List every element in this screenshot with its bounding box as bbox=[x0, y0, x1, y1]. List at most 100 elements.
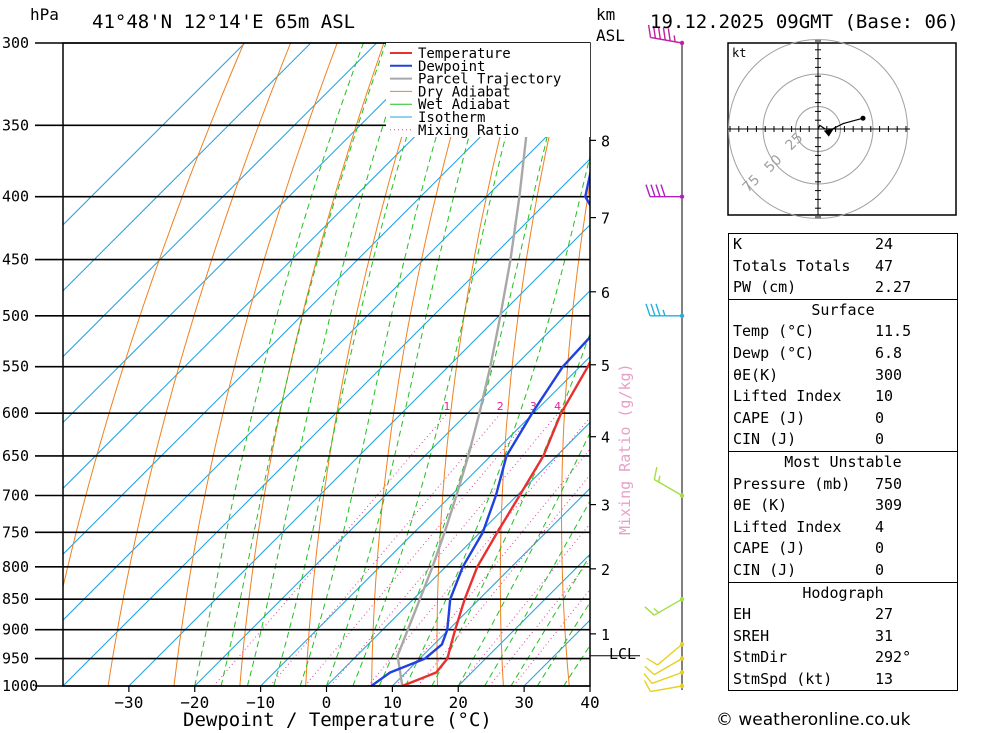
temperature-line bbox=[401, 359, 590, 686]
profile-series bbox=[370, 43, 590, 686]
x-axis-title: Dewpoint / Temperature (°C) bbox=[183, 709, 492, 731]
stat-row: θE (K) 309 bbox=[729, 495, 957, 517]
mixing-ratio-line bbox=[304, 412, 535, 686]
mixing-ratio-label: 20 bbox=[704, 400, 718, 413]
wind-barb bbox=[645, 184, 685, 199]
stat-value: 4 bbox=[875, 517, 885, 536]
isotherm-line bbox=[457, 553, 590, 686]
pressure-tick-label: 950 bbox=[2, 650, 29, 668]
stat-value: 750 bbox=[875, 474, 903, 493]
wind-barb bbox=[644, 656, 685, 676]
km-tick-label: 7 bbox=[601, 210, 610, 228]
location-title: 41°48'N 12°14'E 65m ASL bbox=[92, 11, 355, 33]
wet-adiabat-line bbox=[299, 43, 465, 686]
pressure-tick-label: 900 bbox=[2, 621, 29, 639]
isotherm-line bbox=[63, 92, 590, 621]
mixing-ratio-line bbox=[395, 448, 590, 686]
isotherm-line bbox=[63, 43, 443, 424]
mixing-ratio-label: 4 bbox=[554, 400, 561, 413]
pressure-tick-label: 800 bbox=[2, 558, 29, 576]
stat-row: CAPE (J) 0 bbox=[729, 408, 957, 430]
stat-row: CIN (J) 0 bbox=[729, 429, 957, 451]
km-tick-label: 3 bbox=[601, 497, 610, 515]
stat-label: StmDir bbox=[733, 648, 788, 667]
wet-adiabat-line bbox=[352, 43, 531, 686]
asl-unit-label: ASL bbox=[596, 26, 625, 45]
legend-label: Isotherm bbox=[418, 110, 485, 126]
temp-tick-label: −30 bbox=[114, 693, 143, 712]
datetime-label: 19.12.2025 09GMT (Base: 06) bbox=[650, 11, 959, 33]
dry-adiabat-line bbox=[239, 43, 385, 686]
credit-link[interactable]: © weatheronline.co.uk bbox=[716, 710, 911, 730]
stat-label: Lifted Index bbox=[733, 517, 842, 536]
temp-tick-label: 0 bbox=[322, 693, 332, 712]
wet-adiabat-line bbox=[194, 43, 364, 686]
wet-adiabat-line bbox=[378, 43, 572, 686]
hodograph-stats-title: Hodograph bbox=[729, 581, 957, 605]
stat-label: PW (cm) bbox=[733, 278, 797, 297]
legend-label: Dry Adiabat bbox=[418, 84, 511, 100]
stat-row: StmSpd (kt) 13 bbox=[729, 669, 957, 691]
legend-label: Parcel Trajectory bbox=[418, 72, 561, 88]
pressure-tick-label: 400 bbox=[2, 188, 29, 206]
mixing-ratio-line bbox=[488, 559, 590, 686]
km-tick-label: 2 bbox=[601, 561, 610, 579]
km-tick-label: 8 bbox=[601, 132, 610, 150]
legend-label: Dewpoint bbox=[418, 59, 485, 75]
stat-row: Lifted Index 10 bbox=[729, 386, 957, 408]
stat-label: Temp (°C) bbox=[733, 322, 815, 341]
parcel-trajectory-line bbox=[396, 43, 543, 686]
stat-row: Totals Totals 47 bbox=[729, 256, 957, 278]
stat-row: EH 27 bbox=[729, 604, 957, 626]
mixing-ratio-label: 2 bbox=[497, 400, 504, 413]
stat-row: SREH 31 bbox=[729, 626, 957, 648]
mixing-ratio-line bbox=[367, 416, 590, 686]
lcl-label: LCL bbox=[609, 645, 636, 663]
dewpoint-line bbox=[370, 168, 590, 686]
stat-label: CAPE (J) bbox=[733, 539, 806, 558]
dry-adiabat-line bbox=[499, 43, 572, 686]
wet-adiabat-line bbox=[273, 43, 437, 686]
mixing-ratio-label: 10 bbox=[636, 400, 650, 413]
stat-row: θE(K) 300 bbox=[729, 365, 957, 387]
dry-adiabat-line bbox=[678, 43, 710, 686]
km-tick-label: 5 bbox=[601, 357, 610, 375]
stat-label: Pressure (mb) bbox=[733, 474, 851, 493]
pressure-tick-label: 1000 bbox=[2, 677, 38, 695]
wind-barb bbox=[644, 597, 685, 616]
stat-label: SREH bbox=[733, 626, 770, 645]
pressure-tick-label: 750 bbox=[2, 523, 29, 541]
pressure-tick-label: 850 bbox=[2, 590, 29, 608]
pressure-tick-label: 300 bbox=[2, 34, 29, 52]
wind-barb bbox=[643, 670, 685, 685]
wet-adiabat-line bbox=[457, 431, 590, 686]
temp-tick-label: 30 bbox=[514, 693, 533, 712]
wind-barb bbox=[645, 303, 685, 319]
axes: −30 −20 −10 0 10 20 30 40 1 2 3 4 5 6 7 8 bbox=[62, 42, 640, 712]
stat-label: K bbox=[733, 235, 743, 253]
surface-title: Surface bbox=[729, 298, 957, 322]
stat-label: CIN (J) bbox=[733, 560, 797, 579]
stat-value: 309 bbox=[875, 496, 903, 515]
isotherm-line bbox=[63, 43, 575, 555]
stat-value: 0 bbox=[875, 430, 885, 449]
stat-value: 13 bbox=[875, 669, 894, 688]
pressure-tick-label: 450 bbox=[2, 251, 29, 269]
km-tick-label: 4 bbox=[601, 429, 610, 447]
temp-tick-label: 20 bbox=[449, 693, 468, 712]
stat-value: 0 bbox=[875, 539, 885, 558]
temp-tick-label: −10 bbox=[246, 693, 275, 712]
stat-value: 300 bbox=[875, 365, 903, 384]
stat-row: K 24 bbox=[729, 234, 957, 256]
stat-label: Lifted Index bbox=[733, 387, 842, 406]
stat-label: CAPE (J) bbox=[733, 408, 806, 427]
temp-tick-label: −20 bbox=[180, 693, 209, 712]
hodograph-unit-label: kt bbox=[732, 46, 746, 60]
pressure-tick-label: 350 bbox=[2, 116, 29, 134]
stat-label: Dewp (°C) bbox=[733, 343, 815, 362]
km-unit-label: km bbox=[596, 5, 615, 24]
wet-adiabat-line bbox=[220, 43, 387, 686]
